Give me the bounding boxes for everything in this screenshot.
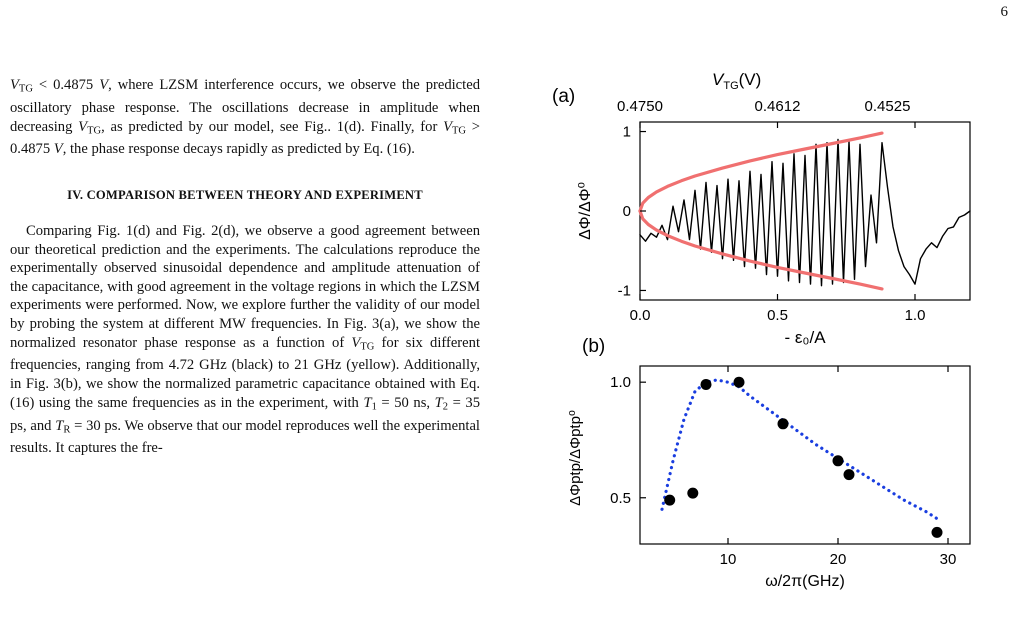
x-tick-label: 0.0 — [630, 307, 651, 324]
panel-b-ylabel: ΔΦptp/ΔΦptp⁰ — [567, 410, 584, 506]
panel-b-plot-area — [660, 376, 943, 538]
panel-a-plot-area — [638, 131, 971, 291]
section-heading: IV. COMPARISON BETWEEN THEORY AND EXPERI… — [67, 188, 423, 202]
math-symbol: V — [53, 141, 63, 158]
x-tick-label: 0.5 — [767, 307, 788, 324]
y-tick-label: -1 — [618, 282, 631, 299]
top-axis-label: VTG(V) — [712, 70, 761, 92]
paragraph-2: Comparing Fig. 1(d) and Fig. 2(d), we ob… — [10, 222, 480, 458]
math-symbol: V — [99, 77, 109, 93]
panel-b-label: (b) — [582, 336, 605, 357]
panel-a-ylabel: ΔΦ/ΔΦ⁰ — [577, 182, 594, 240]
top-axis-ticks: 0.4750 0.4612 0.4525 — [617, 98, 910, 115]
math-symbol: V — [10, 77, 19, 93]
text-run: < 0.4875 — [32, 77, 100, 93]
data-point — [843, 469, 855, 481]
panel-a-x-ticks: 0.0 0.5 1.0 — [630, 122, 926, 324]
model-fit-line — [660, 378, 939, 521]
panel-b-frame — [639, 365, 971, 545]
panel-a: (a) VTG(V) 0.4750 0.4612 0.4525 0.0 0.5 1.0 … — [552, 70, 971, 347]
envelope-line — [638, 131, 884, 213]
phase-response-line — [639, 138, 971, 287]
math-subscript: TG — [360, 340, 375, 352]
y-tick-label: 0.5 — [610, 490, 631, 507]
x-tick-label: 10 — [720, 551, 737, 568]
text-run: = 50 ns, — [376, 394, 435, 411]
page-number: 6 — [1000, 4, 1009, 20]
top-tick-label: 0.4750 — [617, 98, 663, 115]
text-run: Comparing Fig. 1(d) and Fig. 2(d), we ob… — [10, 223, 480, 351]
math-symbol: T — [434, 394, 443, 411]
math-subscript: TG — [452, 124, 466, 136]
text-run: , where LZSM interference occurs, we obs… — [10, 77, 480, 135]
panel-a-y-ticks: -1 0 1 — [618, 124, 646, 299]
x-tick-label: 20 — [830, 551, 847, 568]
panel-b-y-ticks: 0.5 1.0 — [610, 374, 646, 507]
panel-b: (b) 10 20 30 0.5 1.0 ω/2π(GHz) ΔΦptp/ΔΦptp⁰ — [567, 336, 971, 590]
math-subscript: R — [63, 423, 71, 435]
panel-a-label: (a) — [552, 86, 575, 107]
panel-a-xlabel: - ε₀/A — [784, 328, 826, 347]
x-tick-label: 1.0 — [905, 307, 926, 324]
panel-b-x-ticks: 10 20 30 — [720, 366, 957, 568]
data-point — [664, 494, 676, 506]
text-column: VTG < 0.4875 V, where LZSM interference … — [10, 76, 480, 458]
math-subscript: TG — [87, 124, 102, 136]
math-subscript: TG — [18, 83, 33, 95]
data-point — [777, 418, 789, 430]
figure-3: (a) VTG(V) 0.4750 0.4612 0.4525 0.0 0.5 1.0 … — [552, 70, 971, 590]
y-tick-label: 1 — [623, 124, 631, 141]
text-run: = 35 ps, and — [10, 394, 480, 434]
panel-b-xlabel: ω/2π(GHz) — [765, 573, 845, 590]
math-symbol: V — [351, 334, 361, 351]
data-point — [687, 487, 699, 499]
data-point — [832, 455, 844, 467]
math-symbol: V — [443, 118, 452, 135]
top-tick-label: 0.4612 — [755, 98, 801, 115]
data-point — [700, 379, 712, 390]
top-tick-label: 0.4525 — [865, 98, 911, 115]
text-run: , as predicted by our model, see Fig.. 1… — [101, 118, 444, 135]
text-run: for six different frequencies, ranging f… — [10, 334, 480, 411]
math-symbol: T — [55, 417, 64, 434]
data-point — [733, 376, 745, 388]
text-run: > 0.4875 — [10, 118, 480, 158]
data-point — [931, 526, 943, 538]
math-subscript: 2 — [442, 400, 448, 412]
x-tick-label: 30 — [940, 551, 957, 568]
paragraph-1: VTG < 0.4875 V, where LZSM interference … — [10, 76, 480, 159]
math-symbol: V — [78, 118, 88, 135]
envelope-line — [638, 209, 884, 291]
math-subscript: 1 — [371, 400, 377, 412]
y-tick-label: 1.0 — [610, 374, 631, 391]
text-run: , the phase response decays rapidly as p… — [62, 141, 415, 158]
math-symbol: T — [363, 394, 372, 411]
y-tick-label: 0 — [623, 203, 631, 220]
text-run: = 30 ps. We observe that our model repro… — [10, 417, 480, 457]
